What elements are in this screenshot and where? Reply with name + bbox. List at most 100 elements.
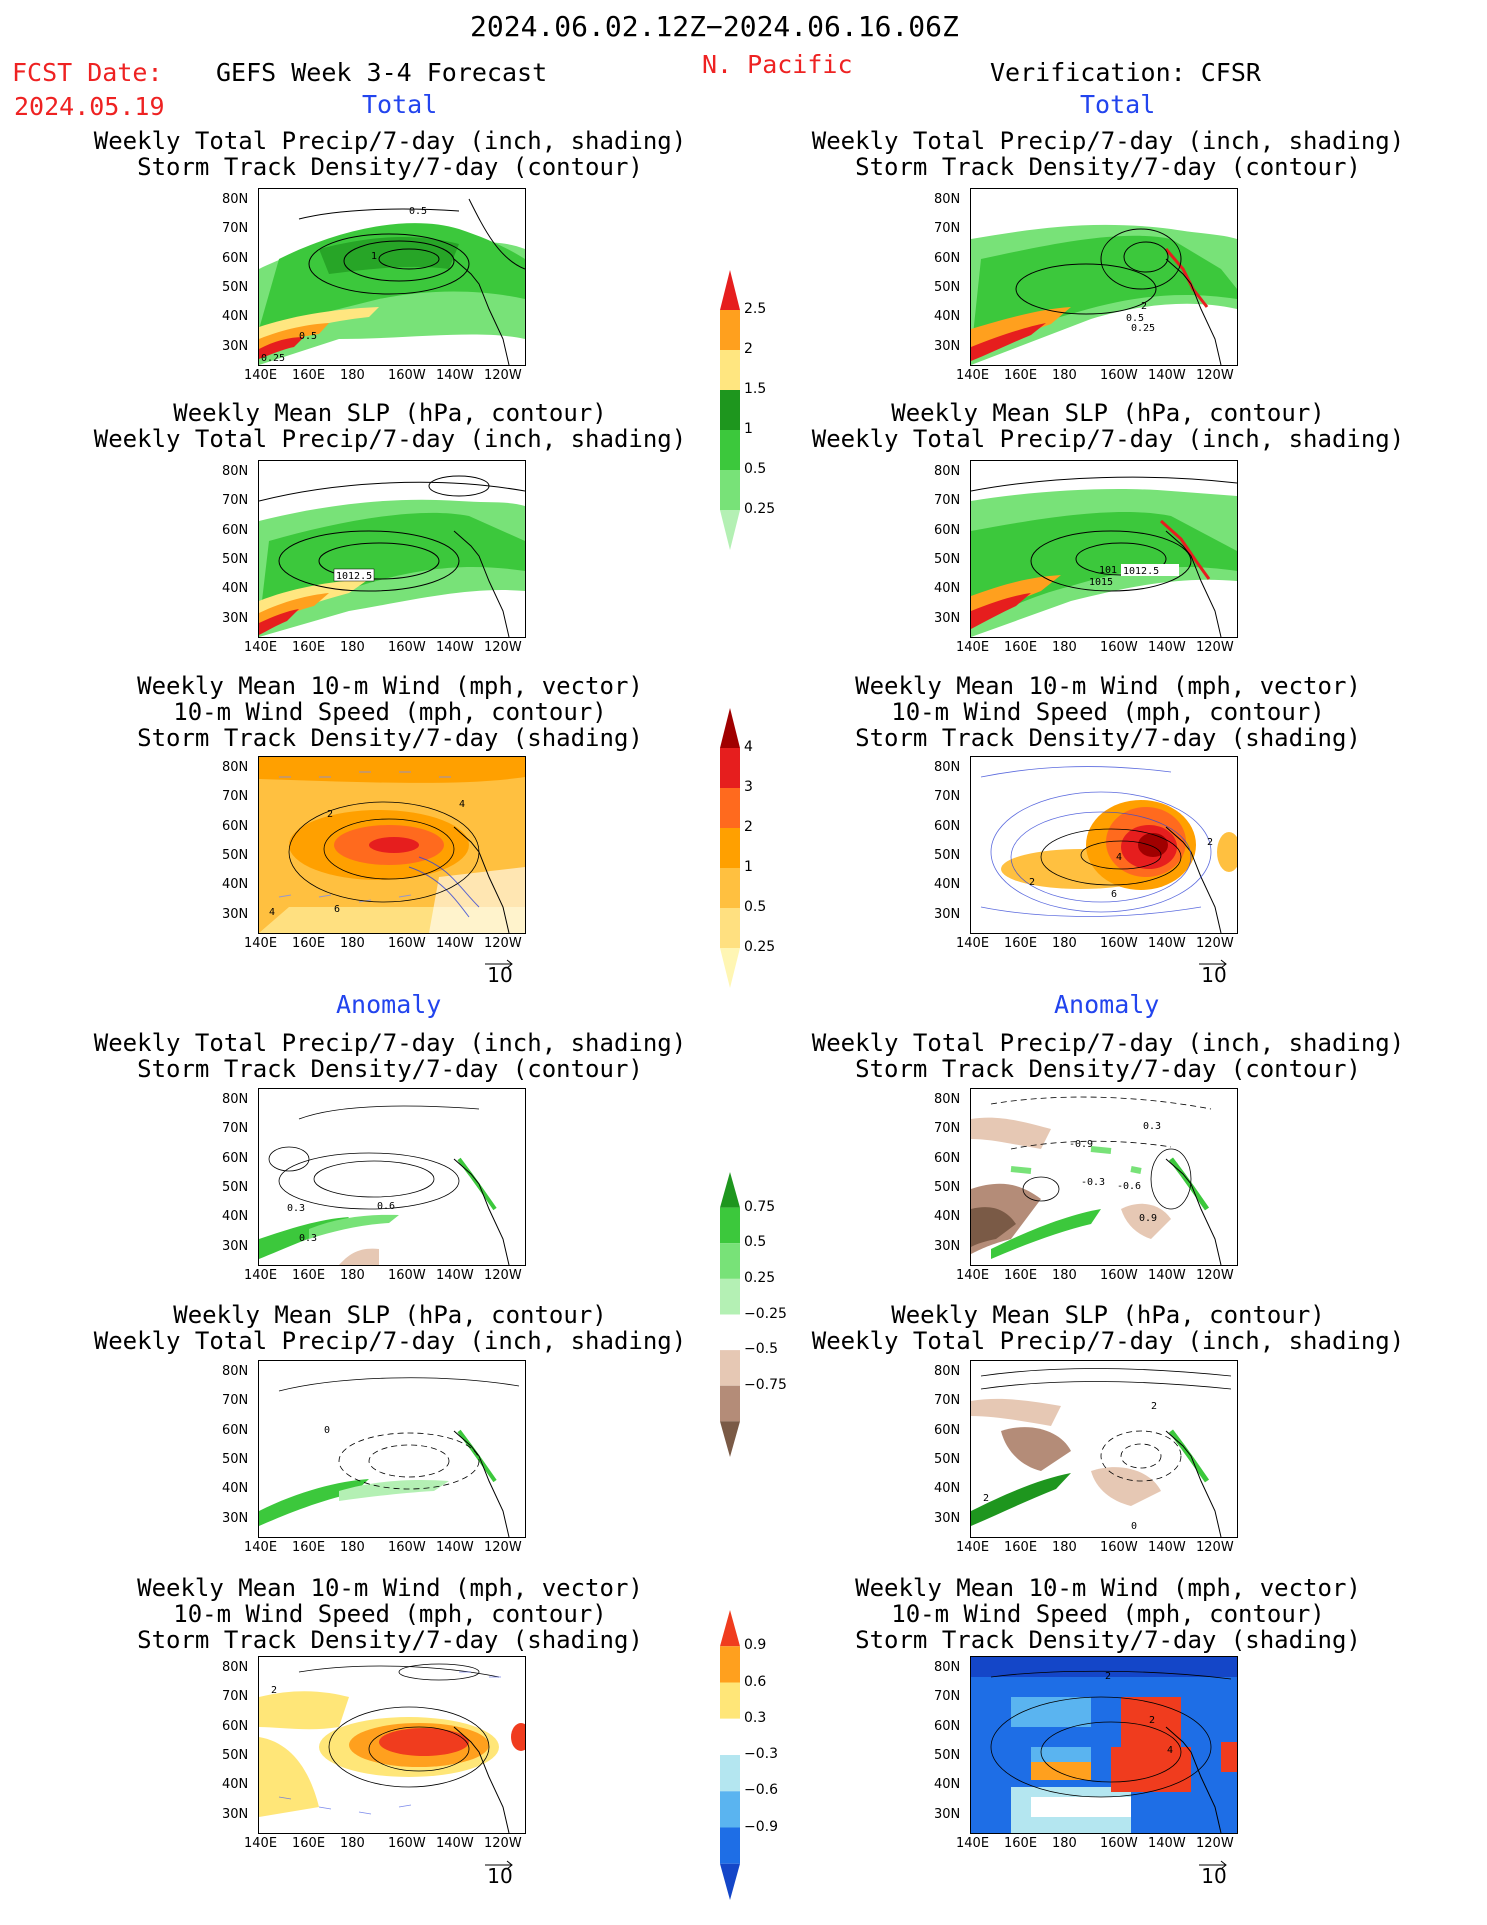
contour-label: 0.5 (299, 331, 317, 342)
lat-tick-label: 30N (222, 1806, 249, 1822)
contour-label: 2 (327, 809, 333, 820)
contour-label: -0.6 (1117, 1181, 1141, 1192)
lat-tick-label: 70N (222, 789, 249, 805)
contour-label: 2 (1105, 1671, 1111, 1682)
colorbar-swatch (720, 390, 740, 430)
lat-tick-label: 40N (222, 1777, 249, 1793)
title-line: Storm Track Density/7-day (contour) (855, 153, 1361, 181)
colorbar-swatch (720, 1421, 740, 1457)
colorbar-level-label: 2 (744, 341, 753, 357)
lon-tick-label: 160E (292, 1268, 326, 1283)
lon-tick-label: 160W (388, 640, 426, 655)
contour-label: 2 (1149, 1715, 1155, 1726)
title-line: Weekly Total Precip/7-day (inch, shading… (93, 425, 687, 453)
lat-tick-label: 50N (222, 847, 249, 863)
contour-label: 2 (1141, 301, 1147, 312)
lon-tick-label: 180 (340, 936, 365, 951)
lon-tick-label: 180 (1052, 936, 1077, 951)
title-slp-precip-anom-left: Weekly Mean SLP (hPa, contour) Weekly To… (80, 1302, 700, 1354)
title-line: Weekly Total Precip/7-day (inch, shading… (811, 425, 1405, 453)
colorbar-swatch (720, 1682, 740, 1719)
lat-tick-label: 70N (934, 1393, 961, 1409)
lon-tick-label: 120W (1196, 936, 1234, 951)
colorbar-swatch (720, 1791, 740, 1828)
title-line: Weekly Mean 10-m Wind (mph, vector) (855, 672, 1361, 700)
lat-tick-label: 80N (934, 464, 961, 479)
contour-label: 1 (371, 251, 377, 262)
lon-tick-label: 140W (436, 1836, 474, 1851)
lon-tick-label: 120W (484, 1540, 522, 1555)
colorbar-level-label: 1 (744, 421, 753, 437)
lat-tick-label: 70N (222, 493, 249, 509)
lat-tick-label: 50N (222, 279, 249, 295)
title-line: Weekly Mean SLP (hPa, contour) (891, 1301, 1325, 1329)
lat-tick-label: 60N (934, 1150, 961, 1166)
title-slp-precip-anom-right: Weekly Mean SLP (hPa, contour) Weekly To… (798, 1302, 1418, 1354)
wind-ref-anom-right: 10 (1194, 1856, 1234, 1888)
region-label: N. Pacific (702, 50, 853, 79)
map-wind-storm-total-forecast: 2 4 4 6 (258, 756, 526, 934)
title-line: Storm Track Density/7-day (shading) (137, 724, 643, 752)
lat-tick-label: 70N (934, 789, 961, 805)
contour-label: 0.5 (409, 206, 427, 217)
lon-tick-label: 180 (1052, 640, 1077, 655)
lon-tick-label: 160E (1004, 368, 1038, 383)
colorbar-level-label: 4 (744, 739, 753, 755)
lon-tick-label: 160W (1100, 1268, 1138, 1283)
lon-tick-label: 160E (292, 936, 326, 951)
arrow-icon (485, 1860, 513, 1870)
title-precip-storm-total-right: Weekly Total Precip/7-day (inch, shading… (798, 128, 1418, 180)
contour-label: -0.3 (1081, 1177, 1105, 1188)
lon-tick-label: 140E (956, 1540, 990, 1555)
lat-tick-label: 30N (222, 1510, 249, 1526)
contour-label: 2 (271, 1685, 277, 1696)
title-line: Weekly Mean 10-m Wind (mph, vector) (137, 1574, 643, 1602)
title-line: Weekly Mean 10-m Wind (mph, vector) (855, 1574, 1361, 1602)
lon-tick-label: 140E (244, 1540, 278, 1555)
title-precip-storm-anom-left: Weekly Total Precip/7-day (inch, shading… (80, 1030, 700, 1082)
lat-tick-label: 50N (222, 1451, 249, 1467)
lon-tick-label: 140E (244, 640, 278, 655)
lat-tick-label: 70N (222, 1121, 249, 1137)
lat-tick-label: 80N (934, 1092, 961, 1107)
contour-label: 4 (459, 799, 465, 810)
lon-tick-label: 120W (1196, 1540, 1234, 1555)
colorbar-level-label: −0.5 (744, 1341, 778, 1358)
lon-tick-label: 140E (956, 640, 990, 655)
title-slp-precip-total-right: Weekly Mean SLP (hPa, contour) Weekly To… (798, 400, 1418, 452)
wind-ref-total-left: 10 (480, 955, 520, 987)
colorbar-level-label: −0.3 (744, 1746, 778, 1762)
colorbar-swatch (720, 1863, 740, 1900)
colorbar-swatch (720, 948, 740, 988)
lat-tick-label: 70N (222, 1393, 249, 1409)
contour-label: 4 (1116, 852, 1122, 863)
lon-tick-label: 120W (1196, 368, 1234, 383)
lat-tick-label: 60N (222, 1718, 249, 1734)
lat-tick-label: 70N (934, 1689, 961, 1705)
colorbar-level-label: 0.5 (744, 461, 767, 477)
title-line: Weekly Mean SLP (hPa, contour) (173, 1301, 607, 1329)
lat-tick-label: 60N (934, 1718, 961, 1734)
title-line: Weekly Total Precip/7-day (inch, shading… (811, 127, 1405, 155)
colorbar-level-label: 0.25 (744, 501, 776, 517)
lat-tick-label: 40N (222, 581, 249, 597)
colorbar-level-label: 3 (744, 779, 753, 795)
lon-tick-label: 160E (292, 1836, 326, 1851)
map-precip-storm-anom-forecast: 0.3 0.6 0.3 (258, 1088, 526, 1266)
lat-tick-label: 30N (934, 1510, 961, 1526)
lon-tick-label: 160E (292, 640, 326, 655)
colorbar-level-label: 0.6 (744, 1673, 767, 1690)
title-line: Weekly Total Precip/7-day (inch, shading… (811, 1029, 1405, 1057)
lon-tick-label: 120W (484, 1836, 522, 1851)
lon-tick-label: 140E (244, 368, 278, 383)
lon-tick-label: 180 (340, 1836, 365, 1851)
map-wind-storm-anom-cfsr: 2 2 4 (970, 1656, 1238, 1834)
lat-tick-label: 40N (934, 1481, 961, 1497)
lon-tick-label: 140W (1148, 936, 1186, 951)
colorbar-swatch (720, 1314, 740, 1351)
colorbar-swatch (720, 1827, 740, 1864)
lat-tick-label: 40N (222, 877, 249, 893)
colorbar-swatch (720, 1646, 740, 1683)
lon-tick-label: 140W (436, 936, 474, 951)
lat-tick-label: 60N (222, 250, 249, 266)
